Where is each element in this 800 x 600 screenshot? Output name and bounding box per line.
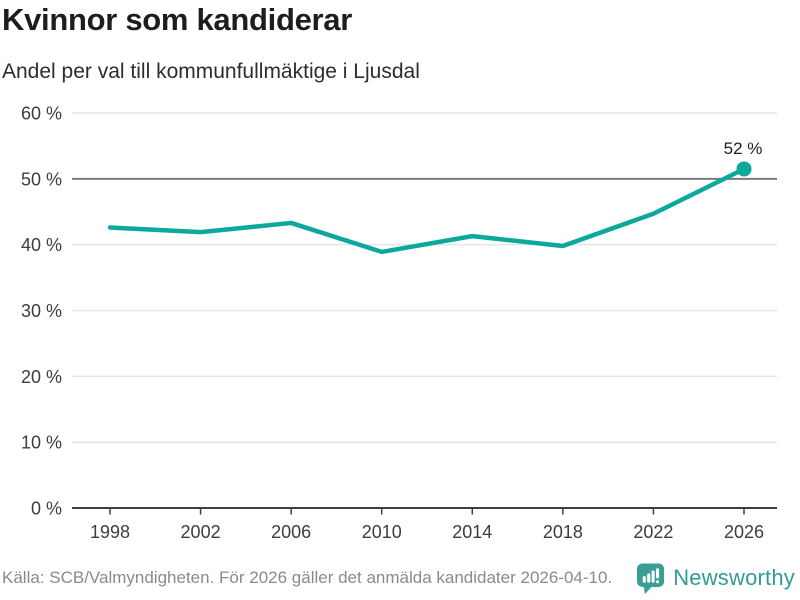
y-axis-tick-label: 0 % xyxy=(31,499,62,519)
data-point-last xyxy=(736,161,752,177)
chart-footer: Källa: SCB/Valmyndigheten. För 2026 gäll… xyxy=(0,560,800,600)
newsworthy-logo: Newsworthy xyxy=(636,562,795,595)
y-axis-tick-label: 50 % xyxy=(21,169,62,189)
y-axis-tick-label: 60 % xyxy=(21,104,62,124)
x-axis-tick-label: 2010 xyxy=(362,522,402,542)
data-line xyxy=(107,166,747,255)
y-axis-tick-label: 20 % xyxy=(21,367,62,387)
source-note: Källa: SCB/Valmyndigheten. För 2026 gäll… xyxy=(2,568,613,587)
data-point-label: 52 % xyxy=(724,139,763,158)
y-axis-tick-label: 30 % xyxy=(21,301,62,321)
x-axis-tick-label: 2006 xyxy=(271,522,311,542)
x-axis-tick-label: 2026 xyxy=(724,522,764,542)
x-axis-tick-label: 2018 xyxy=(543,522,583,542)
x-axis-tick-label: 1998 xyxy=(90,522,130,542)
newsworthy-wordmark: Newsworthy xyxy=(673,565,795,590)
x-axis-tick-label: 2002 xyxy=(181,522,221,542)
chart-subtitle: Andel per val till kommunfullmäktige i L… xyxy=(2,60,420,83)
y-axis-tick-label: 10 % xyxy=(21,433,62,453)
chart-title: Kvinnor som kandiderar xyxy=(2,2,352,37)
y-axis-tick-label: 40 % xyxy=(21,235,62,255)
x-axis-tick-label: 2022 xyxy=(633,522,673,542)
newsworthy-speech-bubble-bar-chart-icon xyxy=(637,563,665,594)
x-axis-tick-label: 2014 xyxy=(452,522,492,542)
